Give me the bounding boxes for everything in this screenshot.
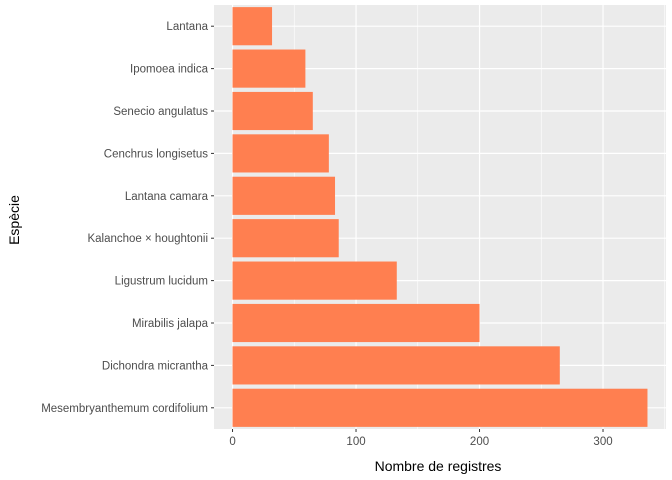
bar xyxy=(232,134,329,173)
x-tick-label: 200 xyxy=(470,436,489,448)
bar xyxy=(232,346,560,385)
bars xyxy=(232,7,648,427)
bar xyxy=(232,91,313,131)
y-tick-label: Senecio angulatus xyxy=(113,106,208,118)
y-tick-label: Lantana camara xyxy=(125,191,209,203)
y-tick-label: Dichondra micrantha xyxy=(102,360,209,372)
x-tick-label: 100 xyxy=(346,436,365,448)
y-tick-label: Lantana xyxy=(166,21,208,33)
bar xyxy=(232,388,648,427)
bar xyxy=(232,261,397,300)
y-tick-label: Ligustrum lucidum xyxy=(115,276,208,288)
bar xyxy=(232,7,273,46)
y-tick-label: Ipomoea indica xyxy=(130,64,209,76)
x-tick-labels: 0 100 200 300 xyxy=(229,429,613,448)
y-axis-title: Espècie xyxy=(6,195,22,245)
bar xyxy=(232,176,336,215)
y-tick-label: Cenchrus longisetus xyxy=(104,148,208,160)
bar xyxy=(232,49,306,88)
x-tick-label: 300 xyxy=(593,436,612,448)
y-tick-label: Mirabilis jalapa xyxy=(132,318,209,330)
bar xyxy=(232,219,339,258)
bar xyxy=(232,303,480,343)
x-tick-label: 0 xyxy=(229,436,235,448)
x-axis-title: Nombre de registres xyxy=(375,458,502,474)
y-tick-label: Mesembryanthemum cordifolium xyxy=(41,403,208,415)
y-tick-labels: Mesembryanthemum cordifolium Dichondra mi… xyxy=(41,21,214,415)
y-tick-label: Kalanchoe × houghtonii xyxy=(87,233,208,245)
